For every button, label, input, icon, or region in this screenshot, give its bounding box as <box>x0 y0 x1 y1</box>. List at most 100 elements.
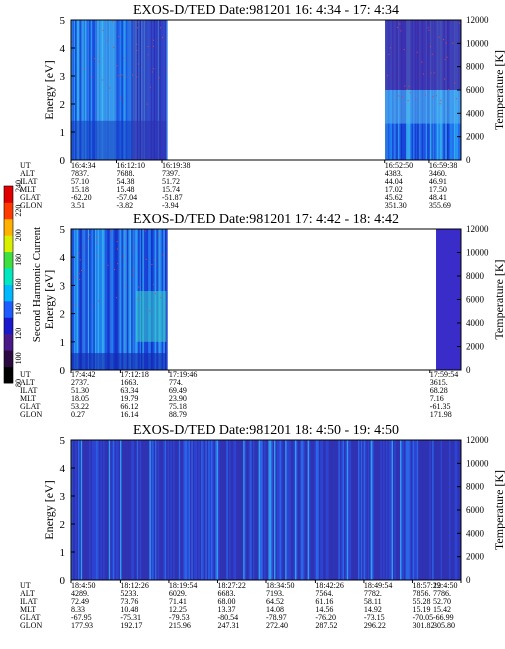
orbit-value: 44.04 <box>385 177 403 186</box>
orbit-value: 16:19:38 <box>162 161 190 170</box>
orbit-row-label: GLON <box>20 201 42 210</box>
orbit-value: 215.96 <box>169 621 191 630</box>
colorbar-swatch <box>4 218 13 236</box>
orbit-row-label: ILAT <box>20 386 37 395</box>
y-tick-label: 2 <box>60 309 66 321</box>
panel-title: EXOS-D/TED Date:981201 18: 4:50 - 19: 4:… <box>133 423 399 438</box>
orbit-value: 3460. <box>429 169 447 178</box>
orbit-value: -51.87 <box>162 193 183 202</box>
orbit-value: 287.52 <box>315 621 337 630</box>
orbit-value: 16.14 <box>120 410 138 419</box>
orbit-value: 7397. <box>162 169 180 178</box>
orbit-value: 18:4:50 <box>71 581 95 590</box>
orbit-value: 75.18 <box>169 402 187 411</box>
y-tick-label: 0 <box>60 155 66 167</box>
y2-axis-label: Temperature [K] <box>492 50 505 130</box>
orbit-value: 171.98 <box>430 410 452 419</box>
y2-tick-label: 2000 <box>466 342 485 352</box>
orbit-value: 15.74 <box>162 185 180 194</box>
orbit-value: 7782. <box>364 589 382 598</box>
orbit-row-label: ALT <box>20 169 35 178</box>
orbit-value: 16:12:10 <box>117 161 145 170</box>
y2-tick-label: 10000 <box>466 248 489 258</box>
orbit-value: -73.15 <box>364 613 385 622</box>
colorbar-swatch <box>4 235 13 253</box>
orbit-row-label: GLON <box>20 621 42 630</box>
orbit-value: 177.93 <box>71 621 93 630</box>
orbit-value: 17:4:42 <box>71 370 95 379</box>
colorbar-tick-label: 180 <box>14 254 23 266</box>
orbit-value: 10.48 <box>120 605 138 614</box>
orbit-value: 3.51 <box>71 201 85 210</box>
orbit-value: 14.08 <box>266 605 284 614</box>
orbit-value: 6683. <box>217 589 235 598</box>
orbit-value: 192.17 <box>120 621 142 630</box>
orbit-value: 7837. <box>71 169 89 178</box>
orbit-value: -57.04 <box>117 193 138 202</box>
colorbar-swatch <box>4 300 13 318</box>
colorbar-swatch <box>4 251 13 269</box>
colorbar-tick-label: 240 <box>14 180 23 192</box>
y-tick-label: 2 <box>60 519 66 531</box>
orbit-value: 18:34:50 <box>266 581 294 590</box>
orbit-value: 48.41 <box>429 193 447 202</box>
orbit-row-label: ILAT <box>20 177 37 186</box>
orbit-value: 46.91 <box>429 177 447 186</box>
orbit-value: -80.54 <box>217 613 238 622</box>
colorbar-swatch <box>4 202 13 220</box>
orbit-value: 16:59:38 <box>429 161 457 170</box>
orbit-value: 2737. <box>71 378 89 387</box>
y-axis-label: Energy [eV] <box>42 480 56 539</box>
orbit-row-label: ALT <box>20 378 35 387</box>
orbit-value: -70.05 <box>412 613 433 622</box>
y2-tick-label: 4000 <box>466 108 485 118</box>
orbit-value: 15.48 <box>117 185 135 194</box>
orbit-value: 51.30 <box>71 386 89 395</box>
colorbar-tick-label: 200 <box>14 229 23 241</box>
y2-tick-label: 2000 <box>466 552 485 562</box>
colorbar-tick-label: 80 <box>14 379 23 387</box>
orbit-value: 18.05 <box>71 394 89 403</box>
orbit-value: 1663. <box>120 378 138 387</box>
y2-tick-label: 8000 <box>466 482 485 492</box>
y2-axis-label: Temperature [K] <box>492 259 505 339</box>
y2-tick-label: 10000 <box>466 38 489 48</box>
data-segment <box>71 20 168 160</box>
orbit-value: 305.80 <box>433 621 455 630</box>
orbit-value: 58.11 <box>364 597 382 606</box>
orbit-value: -3.94 <box>162 201 179 210</box>
data-segment <box>385 20 461 160</box>
orbit-value: 17:59:54 <box>430 370 458 379</box>
orbit-value: 355.69 <box>429 201 451 210</box>
orbit-value: 88.79 <box>169 410 187 419</box>
orbit-value: 23.90 <box>169 394 187 403</box>
spectrogram <box>71 20 461 160</box>
y-axis-label: Energy [eV] <box>42 270 56 329</box>
y-tick-label: 0 <box>60 365 66 377</box>
orbit-value: 69.49 <box>169 386 187 395</box>
orbit-value: 774. <box>169 378 183 387</box>
orbit-value: 73.76 <box>120 597 138 606</box>
y-tick-label: 4 <box>60 463 66 475</box>
colorbar-label: Second Harmonic Current <box>31 227 43 342</box>
y-tick-label: 3 <box>60 71 66 83</box>
y-tick-label: 1 <box>60 127 66 139</box>
y2-tick-label: 8000 <box>466 271 485 281</box>
colorbar-swatch <box>4 366 13 384</box>
y2-tick-label: 12000 <box>466 15 489 25</box>
orbit-value: -3.82 <box>117 201 134 210</box>
orbit-value: -75.31 <box>120 613 141 622</box>
orbit-row-label: GLON <box>20 410 42 419</box>
orbit-value: -61.35 <box>430 402 451 411</box>
orbit-value: -78.97 <box>266 613 287 622</box>
orbit-value: 68.00 <box>217 597 235 606</box>
y-axis-label: Energy [eV] <box>42 60 56 119</box>
orbit-value: 19:4:50 <box>433 581 457 590</box>
orbit-value: 4383. <box>385 169 403 178</box>
orbit-value: 18:42:26 <box>315 581 343 590</box>
y2-tick-label: 6000 <box>466 295 485 305</box>
orbit-row-label: GLAT <box>20 402 41 411</box>
orbit-value: 53.22 <box>71 402 89 411</box>
